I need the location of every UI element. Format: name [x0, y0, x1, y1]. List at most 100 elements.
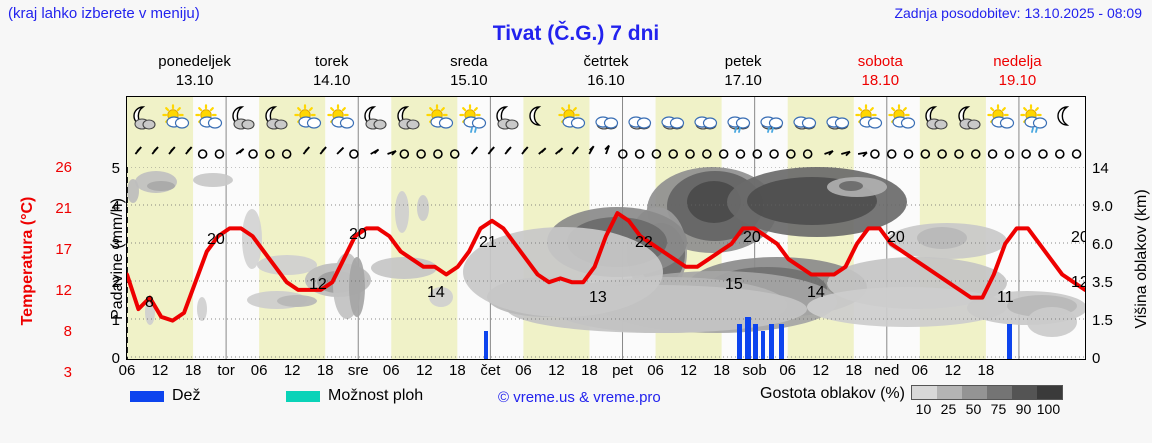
weather-icon-sun-cloud	[986, 97, 1019, 141]
day-name: petek	[724, 53, 762, 70]
page-title: Tivat (Č.G.) 7 dni	[492, 22, 660, 45]
weather-icon-cloud	[656, 97, 689, 141]
time-tick-label: 18	[845, 362, 863, 379]
day-header-6: nedelja 19.10	[949, 52, 1086, 92]
weather-icon-cloud-rain	[722, 97, 755, 141]
time-tick-label: 18	[316, 362, 334, 379]
cloud-height-axis-ticks: 14 9.0 6.0 3.5 1.5 0	[1092, 160, 1134, 366]
weather-icon-sun-cloud	[193, 97, 226, 141]
cloud-density-title: Gostota oblakov (%)	[760, 385, 905, 402]
location-menu-hint[interactable]: (kraj lahko izberete v meniju)	[8, 5, 200, 22]
temp-tick: 21	[55, 200, 72, 217]
time-tick-label: sob	[742, 362, 767, 379]
last-update-label: Zadnja posodobitev: 13.10.2025 - 08:09	[894, 5, 1142, 21]
temp-tick: 3	[63, 364, 72, 381]
copyright-link[interactable]: © vreme.us & vreme.pro	[498, 389, 661, 406]
time-tick-label: 18	[184, 362, 202, 379]
precip-tick: 5	[111, 160, 120, 177]
density-swatch	[1011, 386, 1037, 399]
weather-icon-sun-cloud	[424, 97, 457, 141]
day-name: sobota	[857, 53, 903, 70]
day-name: torek	[315, 53, 349, 70]
temp-label: 20	[1071, 229, 1085, 246]
precip-tick: 0	[111, 350, 120, 367]
time-tick-label: 12	[151, 362, 169, 379]
precip-tick: 1	[111, 312, 120, 329]
density-value: 50	[965, 401, 982, 417]
cloud-height-axis-title: Višina oblakov (km)	[1133, 189, 1150, 329]
time-tick-label: 06	[118, 362, 136, 379]
temp-label: 20	[349, 226, 367, 243]
precip-tick: 4	[111, 198, 120, 215]
weather-icon-moon-cloud	[127, 97, 160, 141]
time-tick-label: sre	[347, 362, 369, 379]
chart-legend: Dež Možnost ploh © vreme.us & vreme.pro …	[126, 385, 1136, 425]
density-swatch	[936, 386, 962, 399]
temp-label: 20	[887, 229, 905, 246]
weather-icon-cloud	[622, 97, 655, 141]
time-tick-label: 12	[944, 362, 962, 379]
time-tick-label: 12	[812, 362, 830, 379]
temp-label: 22	[635, 234, 653, 251]
weather-icon-moon-cloud	[259, 97, 292, 141]
day-date: 17.10	[724, 72, 762, 89]
precip-tick: 2	[111, 274, 120, 291]
day-date: 13.10	[175, 72, 214, 89]
time-tick-label: tor	[217, 362, 235, 379]
weather-icon-moon	[523, 97, 556, 141]
temp-label: 8	[145, 294, 154, 311]
day-date: 18.10	[861, 72, 900, 89]
density-swatch	[986, 386, 1012, 399]
density-swatch	[1036, 386, 1062, 399]
density-swatch	[911, 386, 937, 399]
weather-icon-moon-cloud	[391, 97, 424, 141]
time-tick-label: 18	[713, 362, 730, 379]
day-header-2: sreda 15.10	[400, 52, 537, 92]
rain-color-swatch	[130, 390, 164, 402]
cloud-tick: 9.0	[1092, 198, 1113, 215]
temperature-annotations: 8 20 12 20 14 21 13 22 15 20 14 20 11 20 12	[145, 226, 1085, 311]
weather-icon-moon-cloud	[226, 97, 259, 141]
cloud-tick: 1.5	[1092, 312, 1113, 329]
temperature-axis-title: Temperatura (°C)	[19, 196, 36, 326]
weather-icon-cloud	[689, 97, 722, 141]
cloud-tick: 3.5	[1092, 274, 1113, 291]
weather-icon-sun-cloud	[556, 97, 589, 141]
temp-label: 13	[589, 289, 607, 306]
temp-tick: 8	[63, 323, 72, 340]
density-value: 25	[940, 401, 957, 417]
temp-label: 12	[309, 276, 327, 293]
time-tick-label: 06	[250, 362, 268, 379]
time-tick-label: 12	[415, 362, 433, 379]
weather-icon-sun-cloud-rain	[1019, 97, 1052, 141]
time-tick-label: 06	[382, 362, 400, 379]
temp-tick: 17	[55, 241, 72, 258]
day-name: sreda	[450, 53, 488, 70]
cloud-density-swatches	[910, 385, 1063, 400]
density-value: 100	[1036, 401, 1061, 417]
density-swatch	[961, 386, 987, 399]
legend-showers-label: Možnost ploh	[328, 387, 424, 404]
cloud-tick: 14	[1092, 160, 1109, 177]
time-tick-label: 12	[283, 362, 301, 379]
showers-color-swatch	[286, 390, 320, 402]
weather-icon-moon-cloud	[920, 97, 953, 141]
cloud-tick: 0	[1092, 350, 1101, 367]
weather-icon-moon	[1052, 97, 1085, 141]
density-value: 90	[1015, 401, 1032, 417]
cloud-density-ramp: 10 25 50 75 90 100	[910, 385, 1063, 417]
day-header-5: sobota 18.10	[812, 52, 949, 92]
time-tick-label: 06	[515, 362, 532, 379]
day-header-row: ponedeljek 13.10 torek 14.10 sreda 15.10…	[126, 52, 1086, 92]
day-date: 16.10	[587, 72, 625, 89]
weather-icon-sun-cloud	[160, 97, 193, 141]
temp-tick: 12	[55, 282, 72, 299]
cloud-density-layer	[127, 167, 1085, 337]
temperature-axis-ticks: 26 21 17 12 8 3	[38, 160, 72, 380]
time-tick-label: 12	[680, 362, 697, 379]
time-tick-label: čet	[480, 362, 501, 379]
temp-label: 12	[1071, 274, 1085, 291]
day-name: nedelja	[993, 53, 1042, 70]
time-tick-label: 12	[548, 362, 565, 379]
time-tick-label: 18	[581, 362, 598, 379]
